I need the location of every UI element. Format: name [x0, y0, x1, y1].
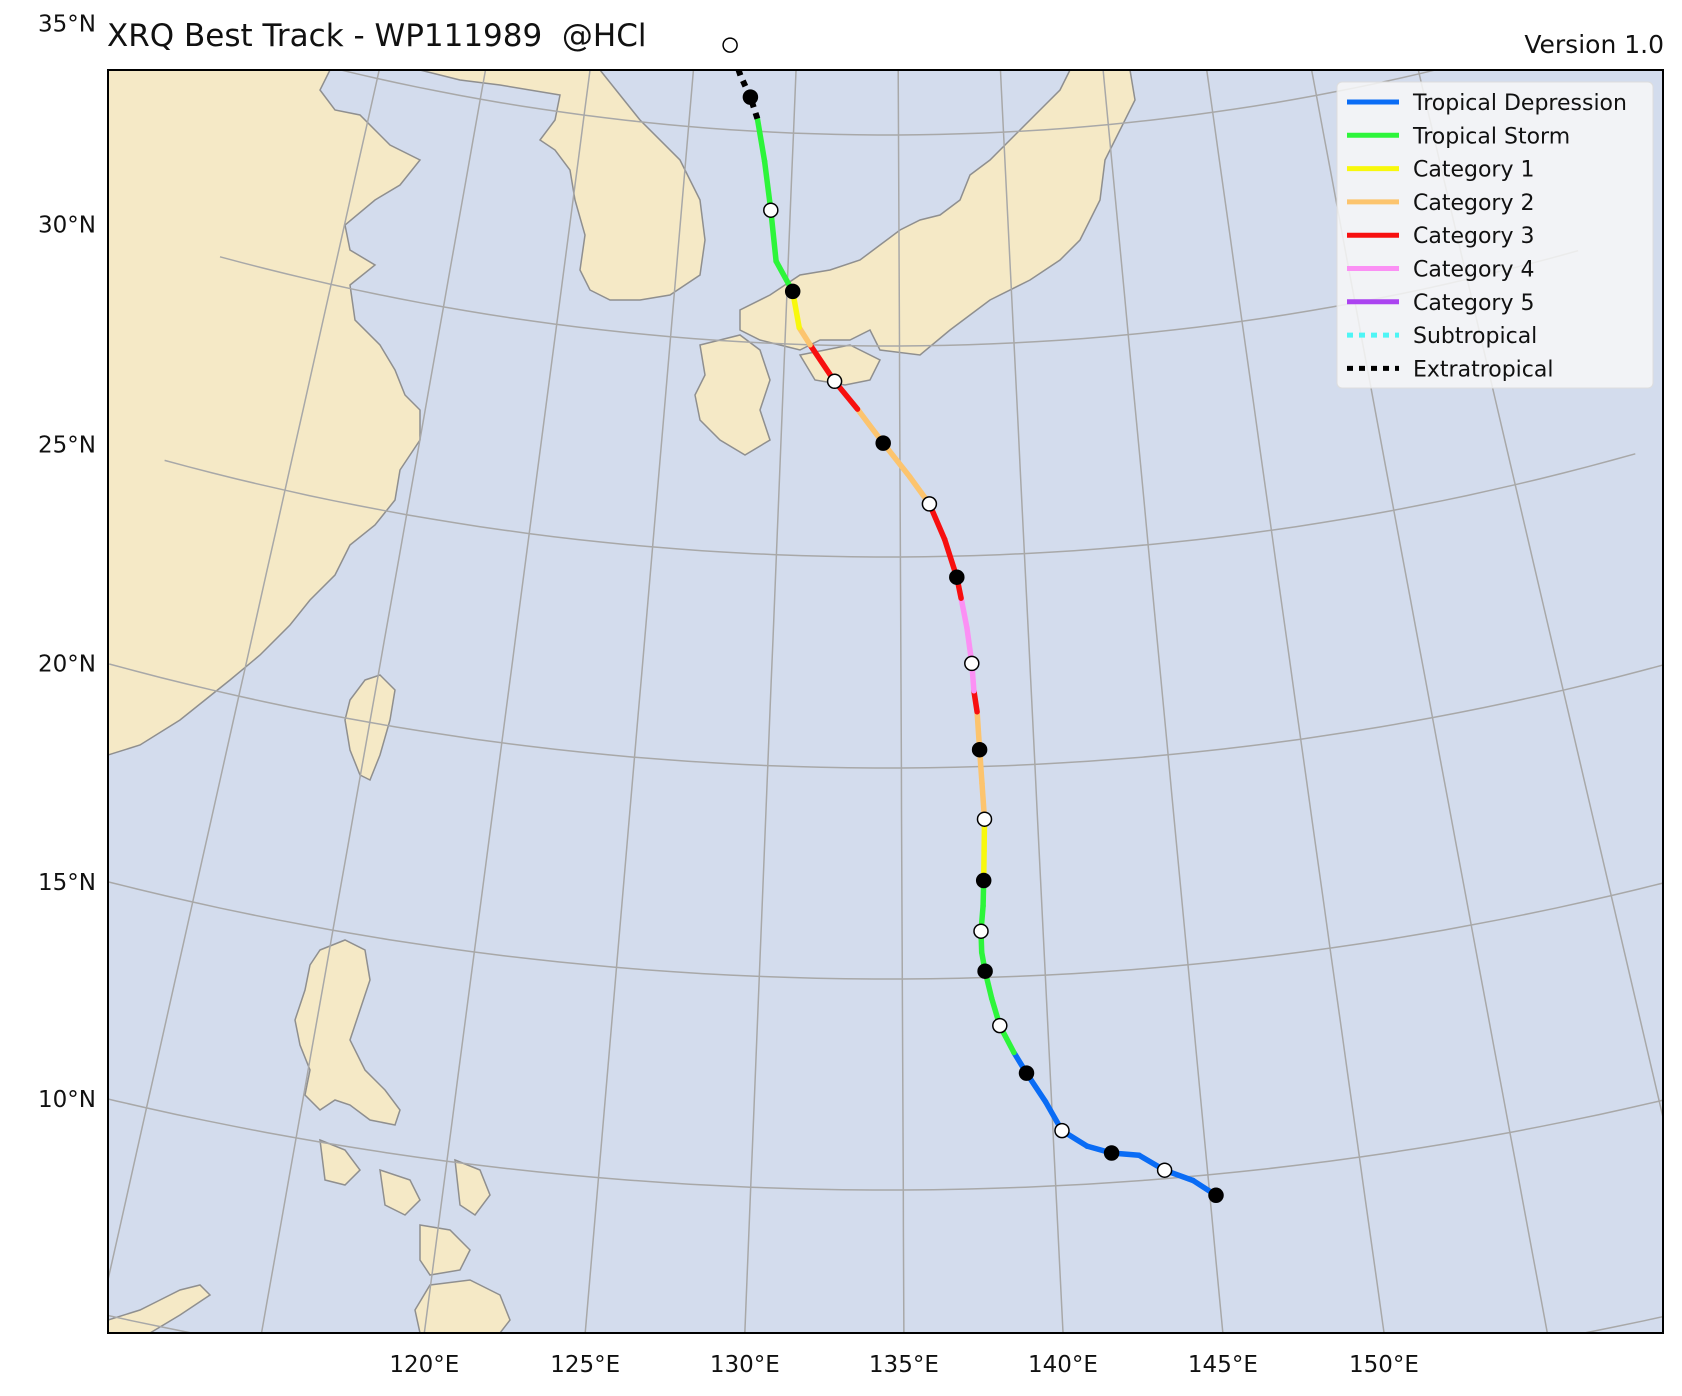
land-kyushu — [694, 334, 771, 456]
legend-box — [1336, 81, 1654, 389]
land-mindanao — [108, 1279, 511, 1333]
legend-label: Extratropical — [1413, 357, 1554, 382]
track-point-open — [722, 37, 738, 53]
meridian-line — [897, 70, 905, 1333]
lat-tick-label: 20°N — [38, 652, 96, 678]
track-point-filled — [949, 569, 965, 585]
land-korea — [419, 70, 706, 301]
legend-label: Category 3 — [1413, 224, 1534, 249]
meridian-line — [744, 70, 797, 1333]
lat-tick-label: 15°N — [38, 870, 96, 896]
land-taiwan — [344, 674, 396, 782]
axis-ticks: 120°E 125°E 130°E 135°E 140°E 145°E 150°E 10°N 1… — [38, 11, 1419, 1378]
track-segment — [761, 158, 774, 213]
land-visayas — [319, 1138, 491, 1276]
track-markers — [722, 37, 1224, 1204]
track-segment — [958, 595, 970, 631]
track-point-open — [973, 923, 989, 939]
lat-tick-label: 25°N — [38, 432, 96, 458]
track-point-open — [976, 811, 993, 827]
land-luzon — [294, 939, 401, 1126]
legend-label: Category 4 — [1413, 258, 1534, 283]
track-point-filled — [971, 741, 988, 758]
track-point-filled — [1018, 1065, 1035, 1081]
lat-tick-label: 35°N — [38, 11, 96, 37]
meridian-line — [1417, 70, 1663, 1121]
lat-tick-label: 10°N — [38, 1087, 96, 1113]
legend-label: Subtropical — [1413, 324, 1537, 349]
track-point-filled — [1208, 1187, 1224, 1204]
meridian-line — [1310, 70, 1549, 1333]
track-point-open — [763, 202, 779, 218]
meridian-line — [423, 70, 591, 1333]
track-point-open — [1156, 1162, 1173, 1178]
track-point-open — [964, 655, 980, 672]
track-segment — [796, 324, 813, 348]
meridian-line — [108, 70, 380, 1284]
lon-tick-label: 120°E — [389, 1352, 459, 1378]
track-point-filled — [1103, 1145, 1120, 1161]
track-point-open — [826, 373, 843, 390]
lat-tick-label: 30°N — [38, 212, 96, 238]
track-segment — [768, 207, 779, 264]
meridian-line — [1102, 70, 1224, 1333]
lon-tick-label: 130°E — [710, 1352, 780, 1378]
legend-label: Category 5 — [1413, 291, 1534, 316]
track-segment — [754, 115, 768, 165]
legend-label: Tropical Depression — [1412, 91, 1627, 116]
track-point-filled — [875, 435, 891, 451]
legend-label: Category 2 — [1413, 191, 1534, 216]
legend-label: Category 1 — [1413, 158, 1534, 183]
map-title: XRQ Best Track - WP111989 @HCl — [107, 18, 647, 54]
legend-label: Tropical Storm — [1412, 124, 1570, 149]
legend: Tropical Depression Tropical Storm Categor… — [1336, 81, 1654, 389]
map-frame — [107, 69, 1664, 1334]
meridian-line — [260, 70, 487, 1333]
land-masses — [108, 70, 1136, 1333]
track-point-open — [1054, 1122, 1070, 1139]
track-point-filled — [975, 872, 992, 889]
track-point-open — [921, 496, 938, 512]
meridian-line — [1205, 70, 1385, 1333]
version-label: Version 1.0 — [1524, 30, 1664, 59]
lon-tick-label: 125°E — [550, 1352, 620, 1378]
meridian-line — [584, 70, 695, 1333]
land-china — [108, 70, 422, 756]
track-segment — [747, 96, 761, 120]
lon-tick-label: 135°E — [869, 1352, 939, 1378]
track-point-filled — [784, 283, 801, 300]
track-point-open — [992, 1017, 1008, 1034]
track-point-filled — [977, 963, 993, 979]
track-segment — [971, 688, 980, 715]
lon-tick-label: 150°E — [1349, 1352, 1419, 1378]
lon-tick-label: 140°E — [1028, 1352, 1098, 1378]
lon-tick-label: 145°E — [1188, 1352, 1258, 1378]
track-point-filled — [742, 89, 759, 105]
